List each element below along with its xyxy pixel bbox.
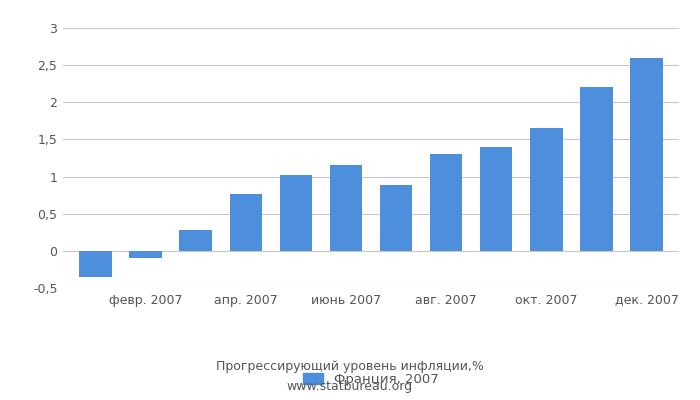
Bar [380, 186, 412, 251]
Bar [130, 251, 162, 258]
Bar [179, 230, 212, 251]
Legend: Франция, 2007: Франция, 2007 [298, 367, 444, 391]
Bar [79, 251, 112, 277]
Bar [230, 194, 262, 251]
Bar [279, 175, 312, 251]
Bar [580, 88, 612, 251]
Bar [430, 154, 463, 251]
Bar [630, 58, 663, 251]
Bar [480, 147, 512, 251]
Bar [530, 128, 563, 251]
Text: Прогрессирующий уровень инфляции,%: Прогрессирующий уровень инфляции,% [216, 360, 484, 373]
Bar [330, 166, 362, 251]
Text: www.statbureau.org: www.statbureau.org [287, 380, 413, 393]
